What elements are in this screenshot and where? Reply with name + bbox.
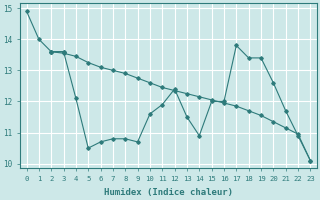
X-axis label: Humidex (Indice chaleur): Humidex (Indice chaleur) [104,188,233,197]
